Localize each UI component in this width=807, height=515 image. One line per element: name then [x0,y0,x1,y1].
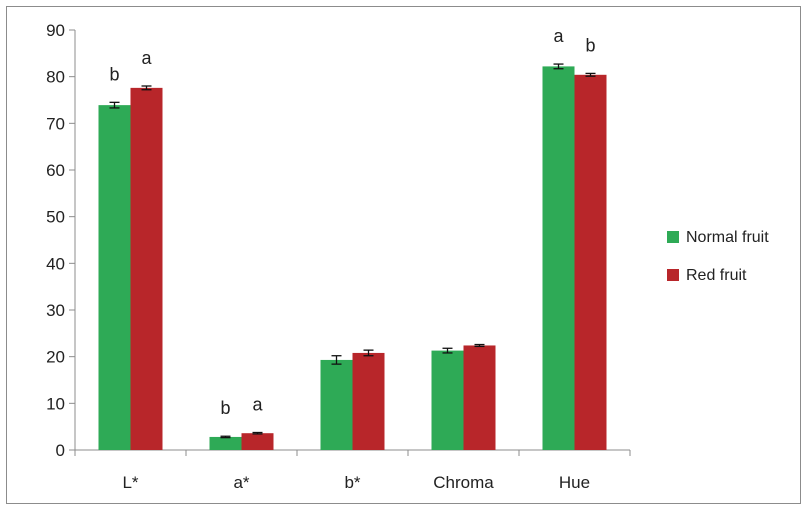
bar [542,66,575,451]
significance-label: a [252,395,263,415]
significance-label: a [553,26,564,46]
bar [463,345,496,450]
y-tick-label: 10 [46,394,65,413]
legend-label: Red fruit [686,267,747,284]
bar [130,87,163,450]
legend-swatch [667,231,679,243]
significance-label: b [109,64,119,84]
significance-label: b [220,398,230,418]
y-tick-label: 40 [46,254,65,273]
y-tick-label: 70 [46,114,65,133]
significance-label: b [585,35,595,55]
x-tick-label: Chroma [433,473,494,492]
bar [574,74,607,451]
bar [241,433,274,450]
x-tick-label: b* [344,473,360,492]
y-tick-label: 80 [46,68,65,87]
x-tick-label: a* [233,473,249,492]
bar [98,105,131,450]
y-tick-label: 20 [46,348,65,367]
significance-label: a [141,48,152,68]
legend-swatch [667,269,679,281]
bar [352,352,385,450]
y-tick-label: 0 [56,441,65,460]
x-tick-label: L* [122,473,138,492]
y-tick-label: 50 [46,208,65,227]
x-tick-label: Hue [559,473,590,492]
bar [431,350,464,450]
y-tick-label: 30 [46,301,65,320]
y-tick-label: 90 [46,21,65,40]
y-tick-label: 60 [46,161,65,180]
legend-label: Normal fruit [686,229,769,246]
bar [209,436,242,450]
bar [320,359,353,450]
